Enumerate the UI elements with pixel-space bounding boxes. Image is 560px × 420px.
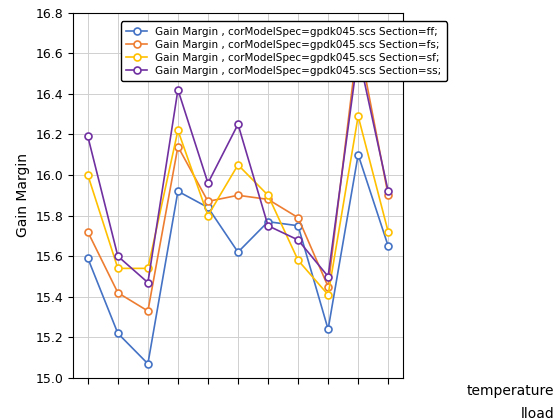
Gain Margin , corModelSpec=gpdk045.scs Section=ss; xyxy=(144,280,151,285)
Gain Margin , corModelSpec=gpdk045.scs Section=ff; xyxy=(114,331,121,336)
Gain Margin , corModelSpec=gpdk045.scs Section=ff; xyxy=(144,361,151,366)
Y-axis label: Gain Margin: Gain Margin xyxy=(16,153,30,237)
Gain Margin , corModelSpec=gpdk045.scs Section=fs; xyxy=(114,290,121,295)
Gain Margin , corModelSpec=gpdk045.scs Section=ss; xyxy=(175,87,181,92)
Gain Margin , corModelSpec=gpdk045.scs Section=sf; xyxy=(385,229,391,234)
Gain Margin , corModelSpec=gpdk045.scs Section=ff; xyxy=(325,327,332,332)
Gain Margin , corModelSpec=gpdk045.scs Section=fs; xyxy=(175,144,181,149)
Gain Margin , corModelSpec=gpdk045.scs Section=ss; xyxy=(114,254,121,259)
Gain Margin , corModelSpec=gpdk045.scs Section=ff; xyxy=(385,244,391,249)
Gain Margin , corModelSpec=gpdk045.scs Section=sf; xyxy=(325,292,332,297)
Line: Gain Margin , corModelSpec=gpdk045.scs Section=ff;: Gain Margin , corModelSpec=gpdk045.scs S… xyxy=(85,151,391,367)
Gain Margin , corModelSpec=gpdk045.scs Section=ff; xyxy=(355,152,362,157)
Gain Margin , corModelSpec=gpdk045.scs Section=ss; xyxy=(204,181,211,186)
Line: Gain Margin , corModelSpec=gpdk045.scs Section=sf;: Gain Margin , corModelSpec=gpdk045.scs S… xyxy=(85,113,391,298)
Gain Margin , corModelSpec=gpdk045.scs Section=ff; xyxy=(235,249,241,255)
Gain Margin , corModelSpec=gpdk045.scs Section=fs; xyxy=(385,193,391,198)
Gain Margin , corModelSpec=gpdk045.scs Section=fs; xyxy=(295,215,301,220)
Legend: Gain Margin , corModelSpec=gpdk045.scs Section=ff;, Gain Margin , corModelSpec=g: Gain Margin , corModelSpec=gpdk045.scs S… xyxy=(121,21,447,81)
Gain Margin , corModelSpec=gpdk045.scs Section=fs; xyxy=(204,199,211,204)
Gain Margin , corModelSpec=gpdk045.scs Section=ff; xyxy=(295,223,301,228)
Text: temperature: temperature xyxy=(467,384,554,398)
Gain Margin , corModelSpec=gpdk045.scs Section=fs; xyxy=(265,197,272,202)
Gain Margin , corModelSpec=gpdk045.scs Section=fs; xyxy=(325,284,332,289)
Line: Gain Margin , corModelSpec=gpdk045.scs Section=fs;: Gain Margin , corModelSpec=gpdk045.scs S… xyxy=(85,36,391,315)
Gain Margin , corModelSpec=gpdk045.scs Section=fs; xyxy=(85,229,91,234)
Gain Margin , corModelSpec=gpdk045.scs Section=sf; xyxy=(175,128,181,133)
Gain Margin , corModelSpec=gpdk045.scs Section=ff; xyxy=(204,205,211,210)
Gain Margin , corModelSpec=gpdk045.scs Section=sf; xyxy=(295,258,301,263)
Gain Margin , corModelSpec=gpdk045.scs Section=ss; xyxy=(325,274,332,279)
Gain Margin , corModelSpec=gpdk045.scs Section=sf; xyxy=(114,266,121,271)
Gain Margin , corModelSpec=gpdk045.scs Section=sf; xyxy=(235,162,241,167)
Gain Margin , corModelSpec=gpdk045.scs Section=sf; xyxy=(85,173,91,178)
Gain Margin , corModelSpec=gpdk045.scs Section=ss; xyxy=(385,189,391,194)
Gain Margin , corModelSpec=gpdk045.scs Section=ss; xyxy=(295,237,301,242)
Gain Margin , corModelSpec=gpdk045.scs Section=ss; xyxy=(265,223,272,228)
Gain Margin , corModelSpec=gpdk045.scs Section=ss; xyxy=(235,122,241,127)
Gain Margin , corModelSpec=gpdk045.scs Section=sf; xyxy=(204,213,211,218)
Gain Margin , corModelSpec=gpdk045.scs Section=ss; xyxy=(85,134,91,139)
Gain Margin , corModelSpec=gpdk045.scs Section=fs; xyxy=(235,193,241,198)
Gain Margin , corModelSpec=gpdk045.scs Section=fs; xyxy=(144,308,151,313)
Gain Margin , corModelSpec=gpdk045.scs Section=fs; xyxy=(355,37,362,42)
Line: Gain Margin , corModelSpec=gpdk045.scs Section=ss;: Gain Margin , corModelSpec=gpdk045.scs S… xyxy=(85,50,391,286)
Gain Margin , corModelSpec=gpdk045.scs Section=sf; xyxy=(355,114,362,119)
Gain Margin , corModelSpec=gpdk045.scs Section=ss; xyxy=(355,51,362,56)
Gain Margin , corModelSpec=gpdk045.scs Section=ff; xyxy=(175,189,181,194)
Gain Margin , corModelSpec=gpdk045.scs Section=ff; xyxy=(85,256,91,261)
Gain Margin , corModelSpec=gpdk045.scs Section=sf; xyxy=(144,266,151,271)
Text: lload: lload xyxy=(521,407,554,420)
Gain Margin , corModelSpec=gpdk045.scs Section=sf; xyxy=(265,193,272,198)
Gain Margin , corModelSpec=gpdk045.scs Section=ff; xyxy=(265,219,272,224)
